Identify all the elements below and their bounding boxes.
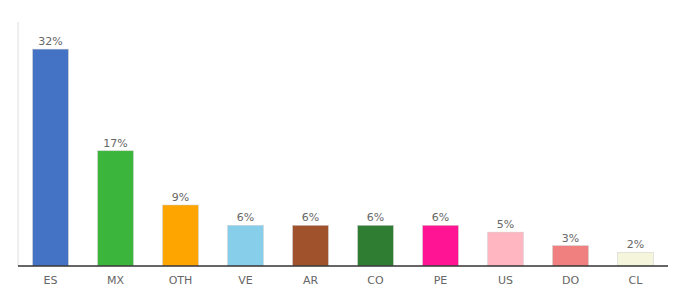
x-tick-label: MX — [107, 274, 124, 287]
bar — [423, 225, 459, 266]
data-label: 6% — [237, 211, 254, 224]
bar — [33, 49, 69, 266]
data-label: 9% — [172, 191, 189, 204]
x-tick-label: CO — [367, 274, 384, 287]
data-label: 5% — [497, 218, 514, 231]
bar — [488, 232, 524, 266]
bar — [163, 205, 199, 266]
x-tick-label: OTH — [169, 274, 193, 287]
x-tick-label: PE — [434, 274, 448, 287]
x-tick-label: ES — [44, 274, 58, 287]
y-axis-line — [18, 22, 19, 266]
bar — [358, 225, 394, 266]
chart-container: 32% 17% 9% 6% 6% 6% 6% 5% 3% 2% ES MX OTH VE AR CO PE US D… — [0, 0, 680, 300]
data-label: 3% — [562, 232, 579, 245]
bar — [98, 151, 134, 266]
data-label: 17% — [103, 137, 127, 150]
x-tick-label: VE — [238, 274, 253, 287]
x-tick-label: AR — [303, 274, 319, 287]
bar — [553, 246, 589, 266]
bars — [33, 49, 654, 266]
bar — [618, 252, 654, 266]
chart: 32% 17% 9% 6% 6% 6% 6% 5% 3% 2% ES MX OTH VE AR CO PE US D… — [0, 0, 680, 300]
x-axis-line — [18, 265, 668, 267]
x-tick-label: DO — [562, 274, 579, 287]
data-label: 32% — [38, 35, 62, 48]
bar — [228, 225, 264, 266]
data-label: 6% — [432, 211, 449, 224]
x-tick-label: CL — [629, 274, 644, 287]
data-label: 6% — [302, 211, 319, 224]
bar — [293, 225, 329, 266]
data-label: 2% — [627, 238, 644, 251]
x-tick-label: US — [498, 274, 513, 287]
data-label: 6% — [367, 211, 384, 224]
